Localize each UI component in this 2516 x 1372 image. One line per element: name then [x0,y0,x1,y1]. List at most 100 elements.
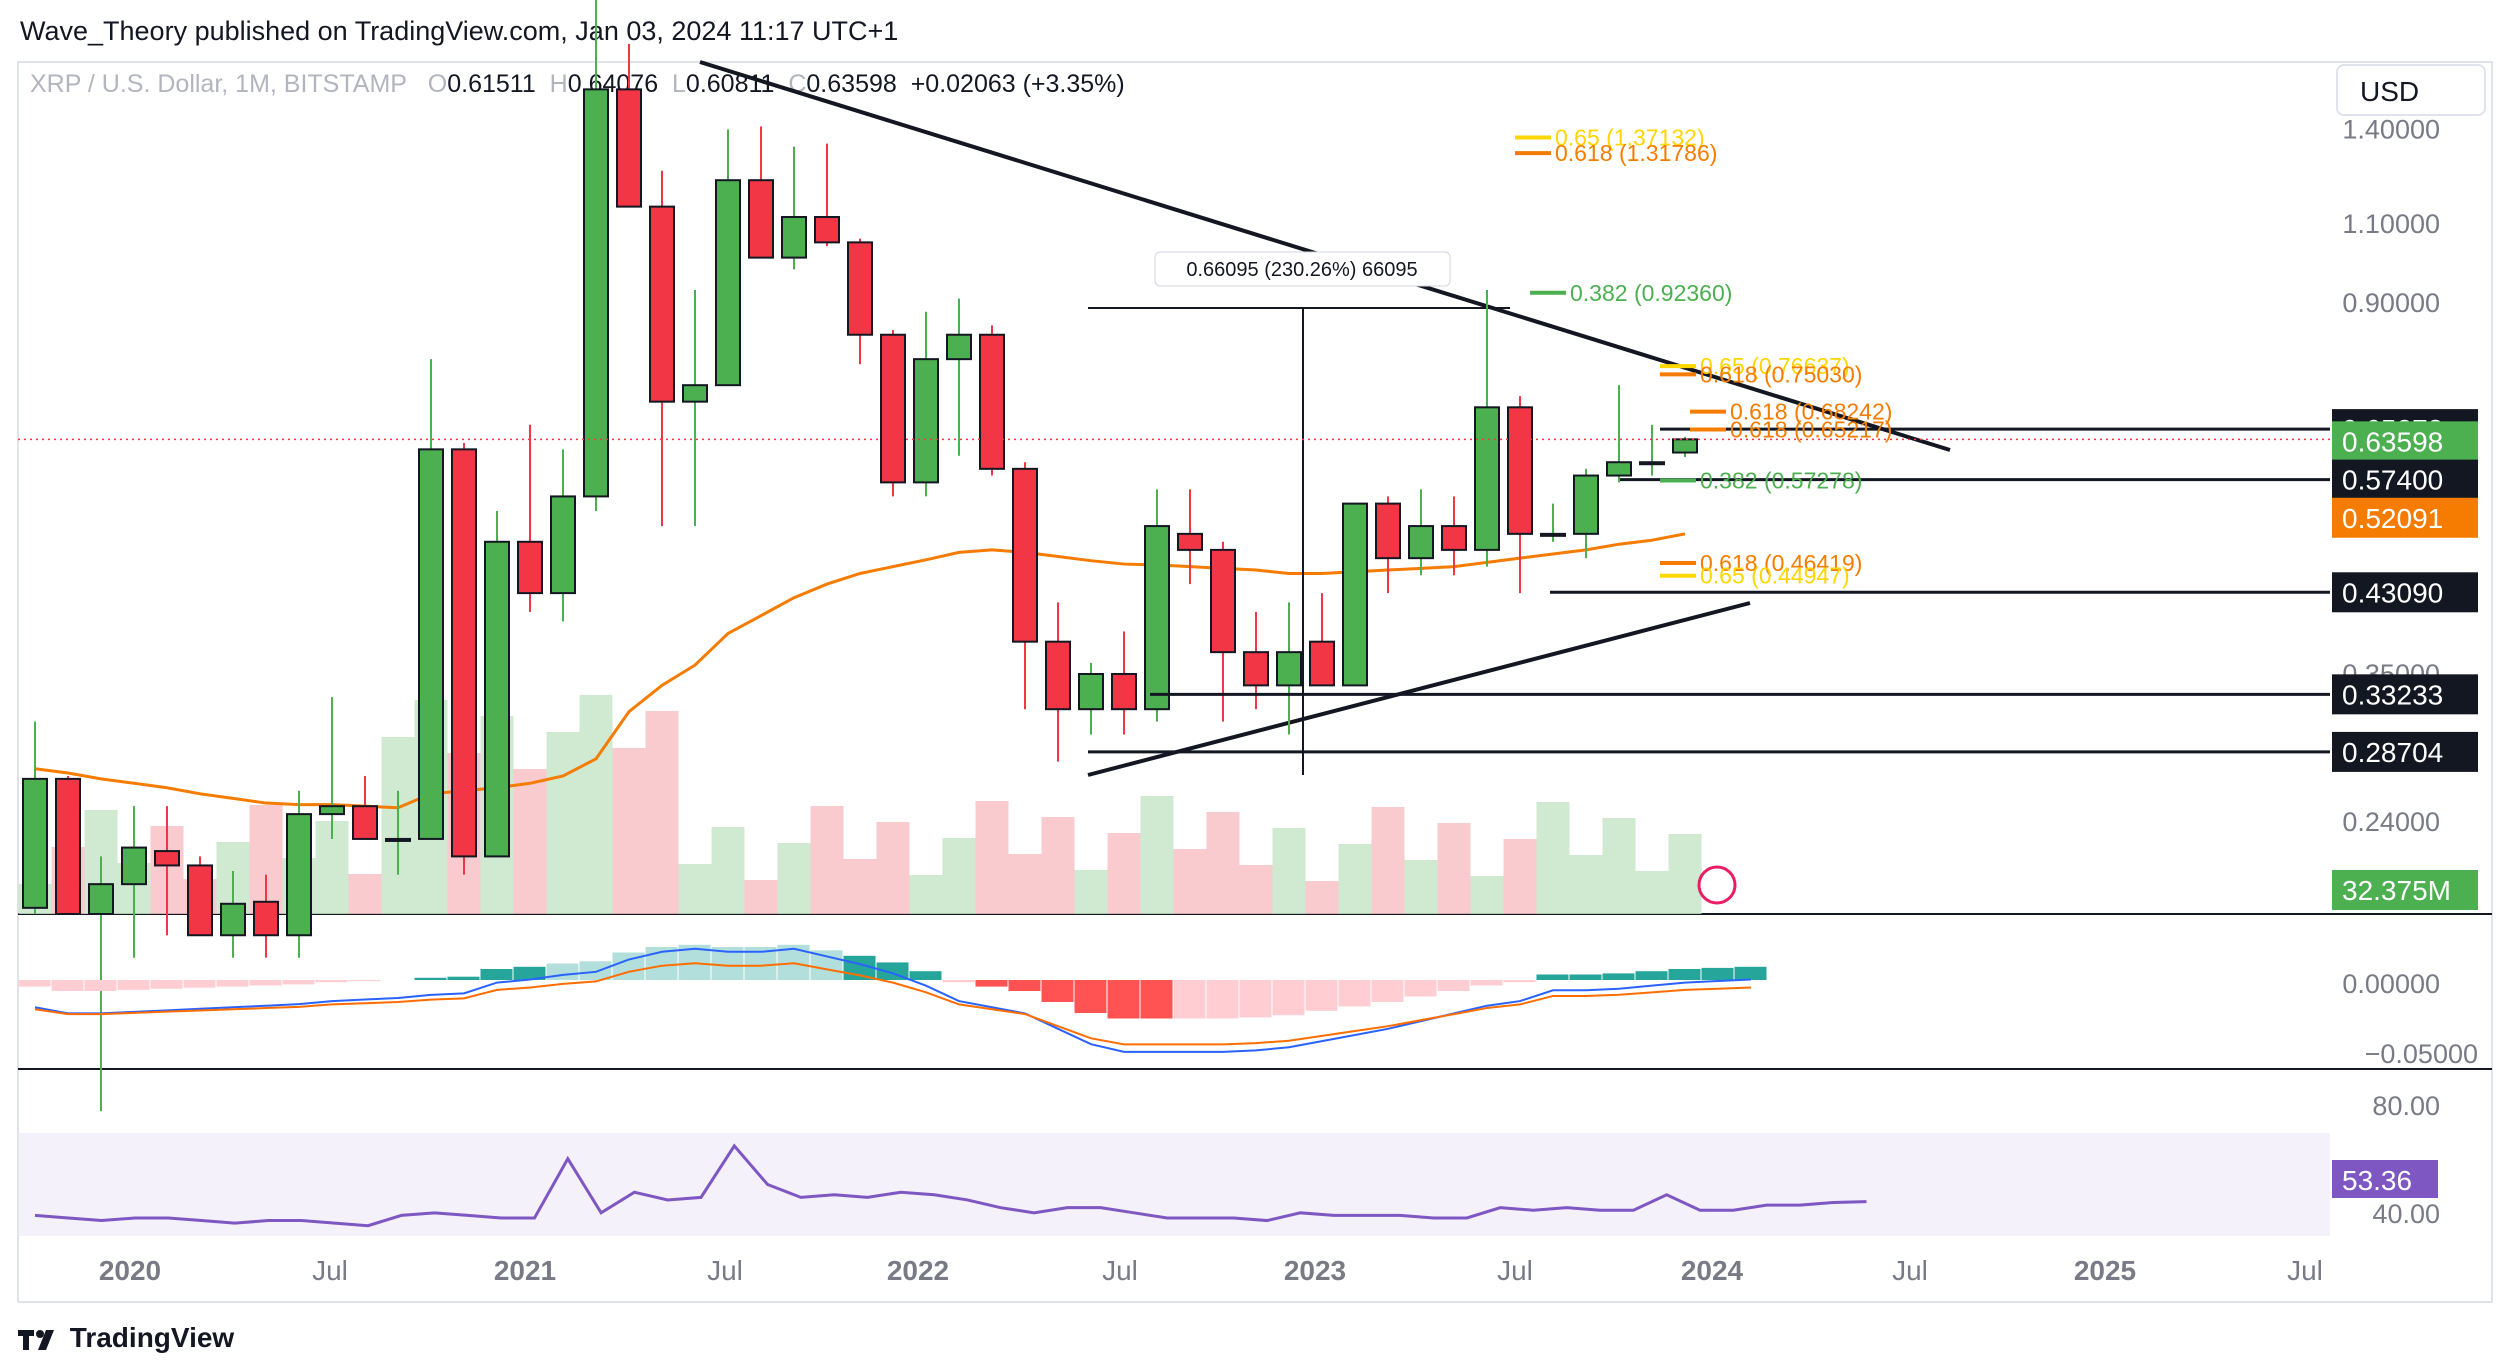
tradingview-brand: TradingView [69,1322,235,1353]
volume-bar [876,822,910,914]
macd-line [34,947,1752,1053]
volume-bar [1272,828,1306,914]
price-tick: 1.10000 [2342,209,2440,239]
chart-frame [17,61,2493,1303]
level-tag: 0.57400 [2342,465,2443,496]
time-tick: Jul [1497,1255,1533,1286]
volume-bar [909,875,943,914]
level-tag-bg [2332,731,2478,772]
volume-bar [645,711,679,914]
macd-hist-bar [1734,966,1767,980]
candle-body [979,333,1005,470]
macd-hist-bar [975,980,1008,987]
rsi-tag-bg [2332,1160,2438,1198]
candle-body [1276,651,1302,687]
rsi-line [34,1143,1867,1228]
candle-body [385,837,411,842]
volume-bar [1239,865,1273,914]
volume-bar [579,695,613,914]
fib-label: 0.65 (0.44947) [1700,563,1850,589]
macd-hist-bar [1041,980,1074,1002]
ascending-trendline [1087,601,1751,777]
macd-hist-bar [1404,980,1437,997]
macd-hist-bar [513,966,546,980]
macd-hist-bar [414,977,447,980]
symbol-name[interactable]: XRP / U.S. Dollar, 1M, BITSTAMP [30,70,407,98]
macd-hist-bar [447,976,480,980]
candle-body [1078,672,1104,711]
high-label: H [549,70,568,98]
macd-hist-bar [1173,980,1206,1019]
volume-bar [678,864,712,914]
candle-body [1474,406,1500,551]
candle-body [1606,461,1632,477]
signal-line [34,962,1752,1046]
macd-hist-bar [1470,980,1503,986]
volume-bar [348,874,382,914]
time-tick: Jul [2287,1255,2323,1286]
level-tag-bg [2332,674,2478,715]
macd-hist-bar [1668,969,1701,980]
volume-bar [1635,871,1669,914]
price-tick: 0.90000 [2342,288,2440,318]
volume-bar [1602,818,1636,914]
candle-body [1507,406,1533,535]
candle-body [1177,532,1203,551]
macd-hist-bar [1338,980,1371,1007]
time-tick: Jul [1892,1255,1928,1286]
macd-hist-bar [1107,980,1140,1019]
high-value: 0.64076 [567,70,659,98]
volume-bar [1668,834,1702,914]
candle-body [682,384,708,403]
macd-hist-bar [1239,980,1272,1018]
volume-bar [744,880,778,914]
candle-body [847,241,873,336]
symbol-legend: XRP / U.S. Dollar, 1M, BITSTAMP O0.61511… [30,70,1125,99]
volume-bar [1536,802,1570,914]
fib-label: 0.382 (0.57278) [1700,467,1862,493]
fib-label: 0.65 (0.76637) [1700,353,1850,379]
fib-label: 0.65 (1.37132) [1555,124,1705,150]
candle-body [781,216,807,259]
macd-hist-bar [1371,980,1404,1002]
candle-body [22,777,48,909]
candle-body [253,900,279,937]
candle-body [1408,525,1434,560]
candle-body [220,902,246,937]
price-tick: 0.24000 [2342,807,2440,837]
level-tag: 0.43090 [2342,577,2443,608]
publish-header: Wave_Theory published on TradingView.com… [0,0,2516,62]
tradingview-footer: TradingView [18,1322,234,1354]
volume-bar [777,843,811,914]
macd-hist-bar [51,980,84,991]
candle-body [1342,502,1368,687]
volume-bar [1206,812,1240,914]
volume-bar [1074,870,1108,914]
measure-label: 0.66095 (230.26%) 66095 [1186,259,1417,281]
change-value: +0.02063 (+3.35%) [910,70,1125,98]
macd-hist-bar [1272,980,1305,1016]
macd-hist-bar [1206,980,1239,1019]
candle-body [1243,651,1269,687]
candle-body [517,540,543,595]
volume-bar [975,801,1009,914]
volume-bar [942,838,976,914]
macd-tick: −0.05000 [2365,1039,2478,1069]
open-label: O [427,70,448,98]
volume-bar [1503,839,1537,914]
candle-body [451,448,477,858]
ema-tag: 0.52091 [2342,503,2443,534]
fib-label: 0.618 (1.31786) [1555,140,1717,166]
macd-hist-bar [84,980,117,991]
candle-body [1309,640,1335,687]
time-tick: 2024 [1681,1255,1744,1286]
candle-body [418,448,444,840]
macd-hist-bar [1140,980,1173,1019]
volume-bar [1338,844,1372,914]
currency-button[interactable]: USD [2336,64,2486,116]
rsi-tick: 80.00 [2372,1091,2440,1121]
candle-body [649,205,675,403]
candle-body [1540,532,1566,537]
time-tick: 2020 [99,1255,161,1286]
